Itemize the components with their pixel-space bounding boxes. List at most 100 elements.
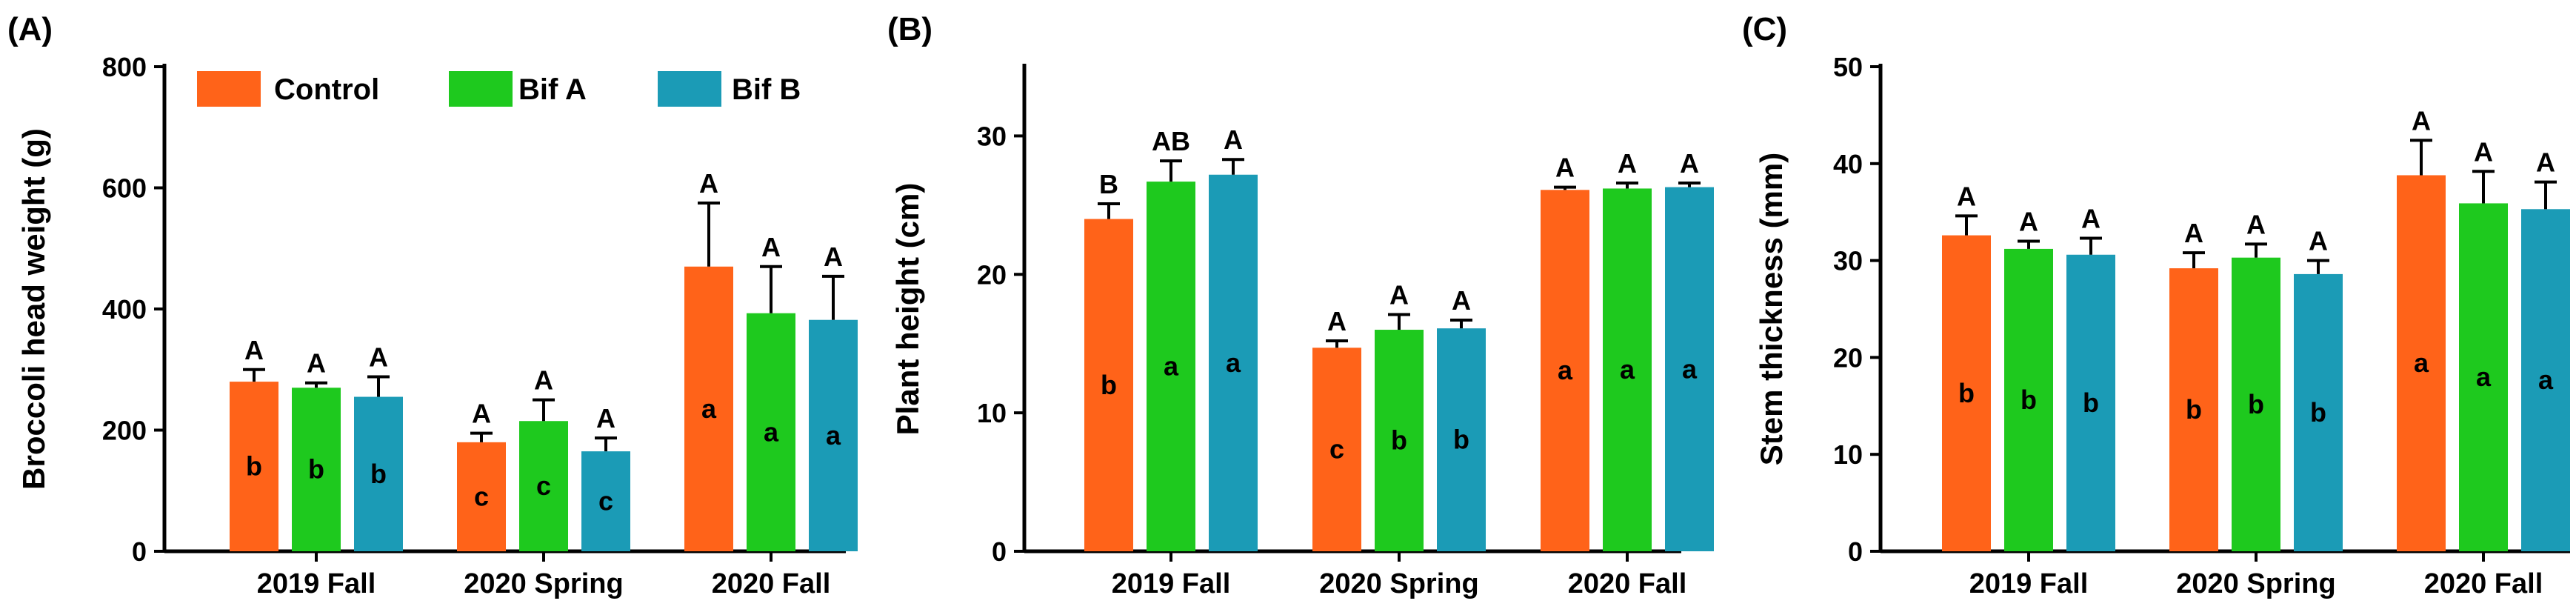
significance-letter-upper: A <box>596 403 615 433</box>
significance-letter-lower: a <box>1558 355 1573 385</box>
y-tick-label: 200 <box>102 416 147 446</box>
significance-letter-upper: A <box>761 232 781 262</box>
x-category-label: 2020 Fall <box>1568 568 1687 599</box>
panel-label: (C) <box>1742 11 1787 47</box>
y-tick-label: 0 <box>992 536 1007 567</box>
significance-letter-lower: a <box>764 416 779 447</box>
bar-bif-a <box>2232 257 2280 551</box>
bar-bif-a <box>292 388 341 551</box>
significance-letter-upper: A <box>2474 136 2493 167</box>
bar-control <box>2169 268 2218 551</box>
significance-letter-lower: a <box>2538 365 2554 395</box>
significance-letter-upper: A <box>1555 153 1575 183</box>
y-tick-label: 20 <box>977 259 1007 290</box>
significance-letter-lower: b <box>2083 388 2099 418</box>
significance-letter-lower: b <box>308 454 324 485</box>
legend-swatch-control <box>197 71 261 107</box>
y-tick-label: 600 <box>102 173 147 204</box>
significance-letter-lower: b <box>2248 389 2264 419</box>
bar-control <box>457 442 506 551</box>
significance-letter-upper: A <box>2081 204 2100 234</box>
y-tick-label: 10 <box>977 398 1007 428</box>
y-tick-label: 40 <box>1833 149 1863 179</box>
significance-letter-lower: a <box>701 393 717 424</box>
significance-letter-lower: c <box>474 481 489 511</box>
y-axis-title: Plant height (cm) <box>890 183 925 436</box>
significance-letter-upper: A <box>244 335 264 365</box>
y-axis-title: Stem thickness (mm) <box>1754 153 1789 465</box>
x-category-label: 2020 Fall <box>2424 568 2543 599</box>
significance-letter-upper: A <box>2412 105 2431 136</box>
significance-letter-lower: b <box>1101 370 1117 400</box>
significance-letter-upper: A <box>1452 285 1471 316</box>
significance-letter-lower: b <box>2021 385 2037 415</box>
y-tick-label: 800 <box>102 52 147 82</box>
bar-bif-b <box>2521 209 2570 551</box>
significance-letter-lower: c <box>1329 434 1344 465</box>
significance-letter-lower: a <box>2414 348 2429 378</box>
bar-bif-a <box>519 421 568 551</box>
significance-letter-upper: A <box>2309 226 2328 256</box>
x-category-label: 2020 Fall <box>712 568 831 599</box>
significance-letter-lower: a <box>826 420 841 451</box>
bar-control <box>2397 175 2446 551</box>
significance-letter-upper: A <box>369 342 388 373</box>
bar-bif-b <box>2294 273 2343 551</box>
significance-letter-lower: a <box>1682 353 1698 384</box>
significance-letter-lower: b <box>246 451 262 482</box>
y-tick-label: 10 <box>1833 439 1863 470</box>
significance-letter-lower: b <box>1391 425 1407 456</box>
significance-letter-upper: A <box>699 168 718 199</box>
significance-letter-lower: b <box>370 459 387 489</box>
x-category-label: 2019 Fall <box>257 568 376 599</box>
bar-bif-b <box>809 319 858 551</box>
y-tick-label: 20 <box>1833 342 1863 373</box>
y-axis-title: Broccoli head weight (g) <box>16 128 51 490</box>
significance-letter-upper: A <box>2246 209 2266 239</box>
chart-panel-1: (A) Broccoli head weight (g) 0 200 400 600 800… <box>7 11 858 599</box>
bar-bif-b <box>1437 328 1486 551</box>
bar-bif-a <box>2004 248 2053 551</box>
bar-control <box>1942 235 1991 551</box>
significance-letter-lower: a <box>1226 348 1241 378</box>
significance-letter-upper: A <box>307 348 326 379</box>
y-tick-label: 0 <box>132 536 147 567</box>
x-category-label: 2019 Fall <box>1112 568 1231 599</box>
significance-letter-lower: c <box>598 486 613 516</box>
significance-letter-upper: A <box>1224 124 1243 155</box>
significance-letter-upper: A <box>534 365 553 396</box>
y-tick-label: 30 <box>1833 246 1863 276</box>
significance-letter-upper: A <box>1618 148 1637 179</box>
significance-letter-upper: A <box>472 399 491 429</box>
significance-letter-lower: a <box>2476 362 2492 392</box>
chart-panel-3: (C) Stem thickness (mm) 0 10 20 30 40 50 2019 Fa… <box>1742 11 2570 599</box>
panel-label: (B) <box>887 11 932 47</box>
x-category-label: 2020 Spring <box>464 568 623 599</box>
significance-letter-upper: A <box>1957 181 1976 211</box>
bar-control <box>684 266 733 551</box>
bar-bif-a <box>1603 188 1652 552</box>
significance-letter-lower: a <box>1164 351 1179 382</box>
significance-letter-upper: A <box>2536 147 2555 178</box>
significance-letter-upper: A <box>2184 218 2203 248</box>
bar-bif-b <box>1665 187 1714 551</box>
legend-swatch-bif-b <box>658 71 721 107</box>
bar-bif-b <box>581 451 630 551</box>
chart-panel-2: (B) Plant height (cm) 0 10 20 30 2019 Fall Bb AB… <box>887 11 1714 599</box>
bar-bif-b <box>2066 254 2115 551</box>
x-category-label: 2019 Fall <box>1969 568 2089 599</box>
bar-bif-b <box>1209 174 1258 551</box>
panel-label: (A) <box>7 11 53 47</box>
significance-letter-lower: a <box>1620 354 1635 385</box>
y-tick-label: 50 <box>1833 52 1863 82</box>
significance-letter-upper: A <box>1389 279 1409 310</box>
significance-letter-lower: b <box>1958 378 1975 408</box>
bar-control <box>1312 348 1361 551</box>
bar-bif-b <box>354 396 403 551</box>
bar-control <box>1084 219 1133 551</box>
significance-letter-upper: AB <box>1152 126 1190 156</box>
y-tick-label: 30 <box>977 121 1007 151</box>
bar-control <box>230 382 278 551</box>
y-tick-label: 0 <box>1848 536 1863 567</box>
